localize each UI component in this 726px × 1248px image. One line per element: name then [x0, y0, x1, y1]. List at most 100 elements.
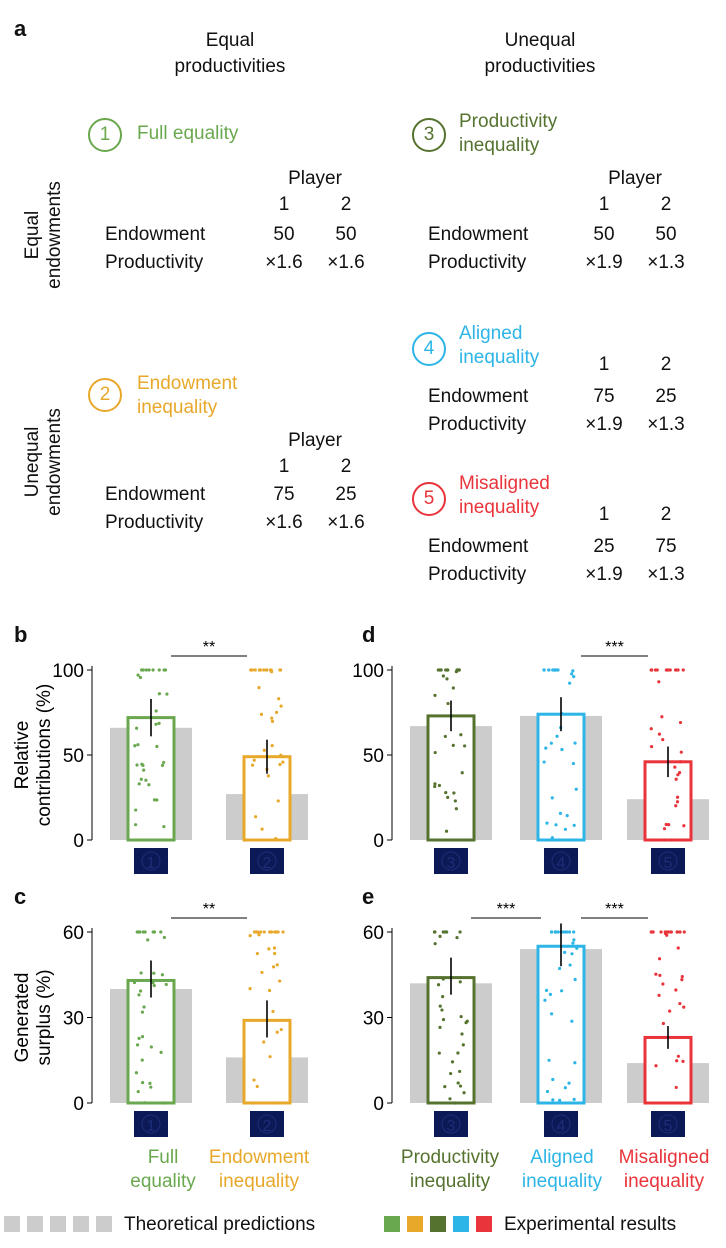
b-dot-2-7 — [277, 697, 281, 701]
e-dot-5-25 — [676, 1054, 680, 1058]
e-dot-5-11 — [680, 974, 684, 979]
e-dot-3-8 — [459, 1015, 463, 1019]
e-dot-5-32 — [679, 1101, 683, 1105]
e-dot-5-33 — [657, 993, 661, 997]
scenario-4-productivity-p1: ×1.9 — [585, 414, 623, 435]
d-dot-3-35 — [445, 668, 449, 672]
legend-experimental-label: Experimental results — [504, 1214, 677, 1235]
d-dot-3-13 — [446, 795, 450, 799]
e-dot-3-7 — [436, 983, 441, 987]
d-cat-circle-3 — [441, 851, 461, 871]
e-dot-4-17 — [558, 966, 562, 971]
d-dot-4-9 — [544, 746, 548, 750]
scenario-4-name: Aligned inequality — [459, 323, 540, 368]
e-cat-label-3: 3 — [447, 1118, 456, 1135]
c-dot-2-9 — [255, 1084, 259, 1089]
b-cat-circle-1 — [141, 851, 161, 871]
scenario-5-productivity-p2: ×1.3 — [647, 564, 685, 585]
d-dot-3-9 — [460, 771, 464, 775]
d-dot-5-21 — [661, 738, 665, 742]
d-dot-3-5 — [433, 750, 437, 755]
e-dot-5-0 — [682, 930, 686, 934]
c-dot-1-33 — [140, 1010, 145, 1014]
c-dot-1-26 — [135, 1043, 140, 1047]
c-dot-2-29 — [268, 930, 272, 934]
e-sig-label-0: *** — [497, 901, 516, 918]
d-dot-3-34 — [451, 743, 455, 748]
scenario-2-endowment-label: Endowment — [105, 484, 206, 505]
c-ylabel-line-0: Generated — [12, 973, 33, 1063]
e-dot-3-13 — [441, 994, 445, 999]
d-dot-5-7 — [674, 804, 678, 808]
b-dot-2-14 — [262, 668, 266, 672]
c-dot-1-7 — [152, 971, 156, 975]
d-dot-5-15 — [682, 824, 686, 828]
e-dot-4-1 — [549, 1012, 554, 1016]
d-dot-3-19 — [436, 668, 440, 672]
c-dot-2-3 — [273, 951, 277, 956]
scenario-2-endowment-p2: 25 — [335, 484, 357, 505]
d-dot-4-20 — [571, 669, 575, 673]
e-dot-4-11 — [543, 998, 547, 1002]
legend-theoretical-swatch-2 — [50, 1216, 66, 1232]
d-dot-5-32 — [655, 668, 659, 672]
d-dot-3-29 — [437, 783, 442, 788]
e-dot-4-26 — [558, 1098, 562, 1102]
d-dot-5-33 — [683, 838, 687, 842]
e-cat-label-4: 4 — [557, 1118, 566, 1135]
e-dot-5-28 — [665, 933, 669, 937]
e-dot-3-23 — [441, 1017, 446, 1022]
e-cat-label-5: 5 — [664, 1118, 673, 1135]
b-dot-2-22 — [258, 668, 262, 672]
c-dot-2-6 — [257, 933, 261, 937]
e-sig-label-1: *** — [605, 901, 624, 918]
c-dot-2-11 — [275, 963, 279, 967]
e-dot-4-7 — [547, 1058, 551, 1062]
d-dot-5-10 — [649, 838, 653, 842]
d-dot-5-1 — [674, 777, 678, 781]
c-sig-label-0: ** — [203, 901, 215, 918]
c-dot-2-8 — [270, 1101, 275, 1105]
e-dot-3-20 — [464, 1101, 468, 1105]
e-dot-4-31 — [549, 930, 554, 934]
d-dot-5-23 — [667, 823, 671, 827]
b-dot-2-19 — [260, 838, 264, 842]
scenario-5-productivity-p1: ×1.9 — [585, 564, 623, 585]
b-cat-circle-2 — [257, 851, 277, 871]
b-dot-2-17 — [259, 712, 264, 716]
b-dot-1-26 — [141, 668, 145, 672]
b-dot-2-25 — [262, 748, 266, 752]
e-dot-4-12 — [551, 1077, 555, 1082]
scenario-3-number-circle: 3 — [412, 118, 446, 152]
d-cat-label-5: 5 — [664, 855, 673, 872]
e-dot-3-29 — [433, 930, 437, 934]
c-ytick-label-30: 30 — [63, 1009, 84, 1030]
legend-experimental-swatch-0 — [384, 1216, 400, 1232]
c-dot-1-0 — [141, 1081, 145, 1085]
scenario-4-player2: 2 — [660, 354, 672, 375]
e-dot-4-23 — [571, 941, 575, 945]
b-dot-2-35 — [278, 762, 282, 767]
e-dot-4-30 — [573, 1061, 577, 1065]
b-dot-1-34 — [135, 763, 139, 767]
d-ytick-label-0: 0 — [373, 831, 384, 852]
d-dot-3-11 — [451, 686, 455, 690]
scenario-5-endowment-p1: 25 — [593, 536, 615, 557]
e-dot-4-14 — [572, 938, 576, 942]
d-dot-3-31 — [452, 791, 456, 795]
c-dot-2-15 — [248, 986, 252, 991]
c-dot-1-1 — [149, 1085, 153, 1089]
e-cat-circle-5 — [658, 1114, 678, 1134]
e-dot-3-12 — [460, 1032, 464, 1036]
e-dot-5-12 — [674, 1085, 678, 1090]
e-dot-5-29 — [678, 930, 682, 934]
b-dot-1-14 — [144, 778, 148, 782]
b-dot-2-24 — [266, 774, 270, 778]
panel-label-b: b — [14, 622, 28, 647]
b-dot-1-13 — [137, 782, 141, 786]
scenario-1-productivity-p1: ×1.6 — [265, 252, 303, 273]
b-dot-1-9 — [138, 675, 143, 680]
b-dot-2-12 — [253, 815, 258, 819]
e-dot-5-31 — [666, 930, 671, 934]
b-dot-2-26 — [278, 668, 283, 672]
